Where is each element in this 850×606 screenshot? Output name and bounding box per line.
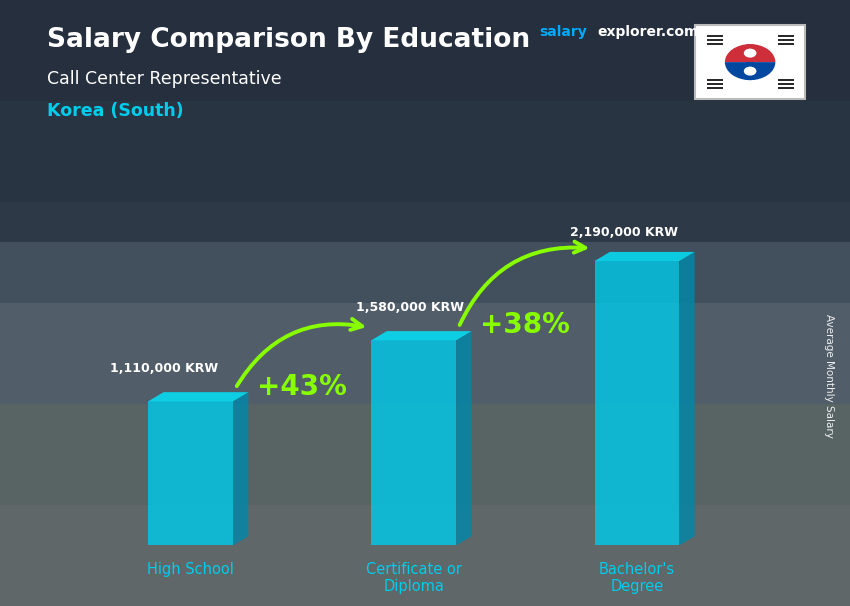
Bar [0, 202, 850, 303]
Text: 2,190,000 KRW: 2,190,000 KRW [570, 225, 678, 239]
Polygon shape [456, 331, 472, 545]
Circle shape [738, 44, 762, 62]
Wedge shape [725, 62, 775, 80]
Bar [595, 261, 679, 545]
Bar [0, 0, 850, 242]
Circle shape [744, 67, 756, 76]
Text: +43%: +43% [258, 373, 347, 401]
Bar [0, 303, 850, 404]
Polygon shape [371, 331, 472, 340]
Circle shape [744, 48, 756, 58]
Text: Call Center Representative: Call Center Representative [47, 70, 281, 88]
Bar [0, 101, 850, 202]
Polygon shape [679, 252, 694, 545]
Text: explorer.com: explorer.com [598, 25, 699, 39]
Bar [0, 404, 850, 505]
Bar [0, 0, 850, 101]
Bar [0, 505, 850, 606]
Text: Korea (South): Korea (South) [47, 102, 184, 120]
Text: 1,110,000 KRW: 1,110,000 KRW [110, 362, 218, 375]
Text: 1,580,000 KRW: 1,580,000 KRW [356, 301, 464, 314]
Text: Average Monthly Salary: Average Monthly Salary [824, 314, 834, 438]
Bar [371, 340, 456, 545]
Text: salary: salary [540, 25, 587, 39]
Wedge shape [725, 44, 775, 62]
Polygon shape [595, 252, 694, 261]
Circle shape [738, 62, 762, 80]
Polygon shape [148, 392, 248, 401]
Polygon shape [233, 392, 248, 545]
Bar [148, 401, 233, 545]
Text: +38%: +38% [480, 311, 570, 339]
Bar [0, 242, 850, 606]
Text: Salary Comparison By Education: Salary Comparison By Education [47, 27, 530, 53]
